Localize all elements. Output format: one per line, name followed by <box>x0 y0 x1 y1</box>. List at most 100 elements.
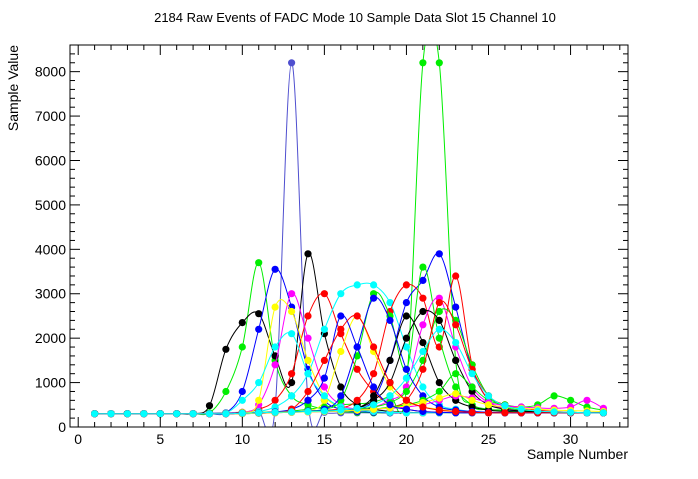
data-point <box>452 390 460 398</box>
y-tick-label: 6000 <box>35 152 66 168</box>
data-point <box>271 396 279 404</box>
data-point <box>271 408 279 416</box>
data-point <box>238 396 246 404</box>
data-point <box>435 379 443 387</box>
data-point <box>370 401 378 409</box>
x-tick-label: 30 <box>563 431 579 447</box>
data-point <box>419 321 427 329</box>
series-line <box>94 252 604 415</box>
data-point <box>370 281 378 289</box>
x-tick-label: 15 <box>317 431 333 447</box>
data-point <box>255 396 263 404</box>
data-point <box>304 387 312 396</box>
data-point <box>107 410 115 418</box>
y-tick-label: 5000 <box>35 197 66 213</box>
series-line <box>94 275 604 415</box>
data-point <box>337 347 345 356</box>
series-line <box>94 299 604 415</box>
series-25 <box>91 325 608 418</box>
data-point <box>304 334 312 342</box>
data-point <box>370 343 378 351</box>
series-line <box>94 62 604 427</box>
data-point <box>304 370 312 378</box>
data-point <box>255 379 263 387</box>
data-point <box>238 319 246 327</box>
data-point <box>320 407 328 415</box>
data-point <box>583 396 591 404</box>
data-point <box>468 396 476 404</box>
data-point <box>501 409 509 417</box>
x-tick-label: 20 <box>399 431 415 447</box>
data-point <box>435 406 443 414</box>
data-point <box>370 294 378 302</box>
data-point <box>288 379 296 387</box>
data-point <box>353 281 361 289</box>
data-point <box>468 408 476 416</box>
series-line <box>94 282 604 415</box>
series-line <box>94 292 604 415</box>
series-line <box>94 45 604 415</box>
data-point <box>271 361 279 369</box>
data-point <box>288 59 296 67</box>
data-point <box>140 410 148 418</box>
data-point <box>304 312 312 320</box>
data-point <box>337 312 345 320</box>
data-point <box>189 410 197 418</box>
data-point <box>386 316 394 324</box>
series-15 <box>91 312 608 418</box>
series-4 <box>91 265 608 418</box>
data-point <box>419 294 427 302</box>
series-line <box>94 268 604 416</box>
data-point <box>386 392 394 400</box>
data-point <box>353 343 361 351</box>
data-point <box>370 383 378 391</box>
data-point <box>288 392 296 400</box>
series-6 <box>91 281 608 418</box>
data-point <box>435 316 443 324</box>
data-point <box>402 374 410 382</box>
data-point <box>435 299 443 307</box>
data-point <box>484 392 493 400</box>
data-point <box>386 401 394 409</box>
data-point <box>402 387 410 396</box>
y-tick-label: 0 <box>58 419 66 435</box>
plot-area <box>91 45 608 427</box>
data-point <box>435 59 443 67</box>
data-point <box>419 365 427 373</box>
data-point <box>353 365 361 373</box>
x-tick-label: 10 <box>235 431 251 447</box>
data-point <box>435 325 443 333</box>
data-point <box>222 387 230 396</box>
series-line <box>94 328 604 415</box>
data-point <box>337 406 345 414</box>
data-point <box>468 370 476 378</box>
data-point <box>288 330 296 338</box>
data-point <box>419 263 427 271</box>
data-point <box>238 409 246 417</box>
data-point <box>123 410 131 418</box>
data-point <box>468 383 476 391</box>
series-10 <box>91 272 608 418</box>
series-1 <box>91 45 608 418</box>
data-point <box>402 312 410 320</box>
plot-frame <box>69 44 629 428</box>
data-point <box>91 410 99 418</box>
series-8 <box>91 299 608 418</box>
series-line <box>94 262 604 416</box>
y-tick-label: 4000 <box>35 241 66 257</box>
data-point <box>402 281 410 289</box>
data-point <box>452 272 460 280</box>
data-point <box>255 259 263 267</box>
data-point <box>320 325 328 333</box>
data-point <box>304 396 312 404</box>
y-axis-label: Sample Value <box>5 45 21 131</box>
data-point <box>435 250 443 258</box>
data-point <box>402 396 410 404</box>
data-point <box>222 345 230 353</box>
series-3 <box>91 250 608 418</box>
data-point <box>337 392 345 400</box>
axes: 0 5 10 15 20 25 30 0 1000 2000 3000 4000 5000 6000 700… <box>35 44 629 447</box>
data-point <box>238 343 246 351</box>
